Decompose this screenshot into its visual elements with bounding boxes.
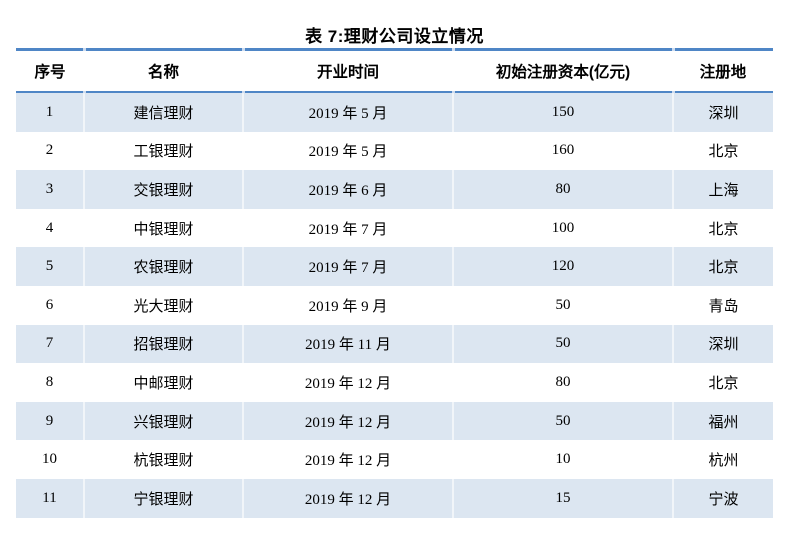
- cell-location: 青岛: [708, 298, 739, 315]
- cell-capital: 160: [551, 142, 575, 159]
- cell-opening-date: 2019 年 12 月: [304, 453, 392, 470]
- cell-capital: 80: [452, 170, 673, 209]
- cell-location: 深圳: [672, 324, 773, 364]
- cell-index: 4: [45, 219, 54, 236]
- cell-opening-date: 2019 年 12 月: [242, 401, 453, 441]
- cell-name: 宁银理财: [83, 478, 243, 518]
- cell-capital: 50: [555, 296, 571, 313]
- cell-index: 8: [45, 373, 54, 390]
- table-row: 4 中银理财 2019 年 7 月 100 北京: [16, 209, 773, 248]
- cell-capital: 50: [452, 401, 673, 441]
- cell-opening-date: 2019 年 5 月: [242, 92, 453, 132]
- table-title: 表 7:理财公司设立情况: [305, 27, 484, 46]
- cell-opening-date: 2019 年 12 月: [304, 375, 392, 392]
- table-row: 7 招银理财 2019 年 11 月 50 深圳: [16, 324, 773, 364]
- cell-name: 农银理财: [83, 247, 243, 286]
- table-row: 2 工银理财 2019 年 5 月 160 北京: [16, 132, 773, 171]
- wm-companies-table: 序号 名称 开业时间 初始注册资本(亿元) 注册地 1 建信理财 2019 年 5 …: [16, 48, 773, 518]
- cell-name: 招银理财: [83, 324, 243, 364]
- table-header: 序号 名称 开业时间 初始注册资本(亿元) 注册地: [16, 48, 773, 93]
- header-cell-index: 序号: [16, 48, 84, 93]
- cell-location: 杭州: [708, 453, 739, 470]
- rule-tick: [672, 48, 675, 51]
- cell-name: 光大理财: [133, 298, 194, 315]
- cell-index: 1: [45, 103, 54, 120]
- cell-name: 中邮理财: [133, 375, 194, 392]
- rule-tick: [672, 91, 675, 93]
- cell-name: 交银理财: [83, 170, 243, 209]
- cell-name: 中银理财: [133, 221, 194, 238]
- cell-index: 10: [42, 451, 57, 468]
- cell-location: 北京: [672, 247, 773, 286]
- header-cell-name: 名称: [84, 48, 243, 93]
- header-cell-location: 注册地: [673, 48, 773, 93]
- cell-opening-date: 2019 年 7 月: [242, 247, 453, 286]
- cell-opening-date: 2019 年 7 月: [308, 221, 388, 238]
- rule-tick: [242, 91, 245, 93]
- rule-tick: [83, 48, 86, 51]
- cell-location: 深圳: [672, 92, 773, 132]
- cell-index: 11: [42, 489, 57, 506]
- cell-location: 宁波: [672, 478, 773, 518]
- cell-index: 7: [45, 335, 54, 352]
- cell-capital: 80: [555, 373, 571, 390]
- table-row: 1 建信理财 2019 年 5 月 150 深圳: [16, 92, 773, 132]
- rule-tick: [452, 91, 455, 93]
- table-row: 5 农银理财 2019 年 7 月 120 北京: [16, 247, 773, 286]
- table-row: 3 交银理财 2019 年 6 月 80 上海: [16, 170, 773, 209]
- table-row: 9 兴银理财 2019 年 12 月 50 福州: [16, 401, 773, 441]
- header-row: 序号 名称 开业时间 初始注册资本(亿元) 注册地: [16, 48, 773, 93]
- header-cell-opening: 开业时间: [243, 48, 453, 93]
- cell-opening-date: 2019 年 11 月: [242, 324, 453, 364]
- rule-tick: [452, 48, 455, 51]
- cell-opening-date: 2019 年 9 月: [308, 298, 388, 315]
- rule-tick: [83, 91, 86, 93]
- cell-location: 北京: [708, 221, 739, 238]
- cell-opening-date: 2019 年 12 月: [242, 478, 453, 518]
- cell-location: 北京: [708, 144, 739, 161]
- cell-index: 6: [45, 296, 54, 313]
- cell-location: 福州: [672, 401, 773, 441]
- cell-name: 工银理财: [133, 144, 194, 161]
- cell-location: 北京: [708, 375, 739, 392]
- table-row: 11 宁银理财 2019 年 12 月 15 宁波: [16, 478, 773, 518]
- cell-index: 2: [45, 142, 54, 159]
- cell-index: 9: [45, 412, 54, 429]
- cell-index: 3: [45, 180, 54, 197]
- cell-location: 上海: [672, 170, 773, 209]
- table-body: 1 建信理财 2019 年 5 月 150 深圳 2 工银理财 2019 年 5 月 160 北京…: [16, 92, 773, 518]
- cell-capital: 150: [452, 92, 673, 132]
- table-row: 8 中邮理财 2019 年 12 月 80 北京: [16, 363, 773, 402]
- table-row: 6 光大理财 2019 年 9 月 50 青岛: [16, 286, 773, 325]
- cell-opening-date: 2019 年 6 月: [242, 170, 453, 209]
- table-row: 10 杭银理财 2019 年 12 月 10 杭州: [16, 440, 773, 479]
- cell-capital: 10: [555, 451, 571, 468]
- cell-index: 5: [45, 258, 54, 275]
- cell-name: 建信理财: [83, 92, 243, 132]
- cell-opening-date: 2019 年 5 月: [308, 144, 388, 161]
- cell-capital: 120: [452, 247, 673, 286]
- cell-name: 兴银理财: [83, 401, 243, 441]
- header-cell-capital: 初始注册资本(亿元): [453, 48, 673, 93]
- cell-capital: 15: [452, 478, 673, 518]
- cell-capital: 50: [452, 324, 673, 364]
- cell-capital: 100: [551, 219, 575, 236]
- cell-name: 杭银理财: [133, 453, 194, 470]
- rule-tick: [242, 48, 245, 51]
